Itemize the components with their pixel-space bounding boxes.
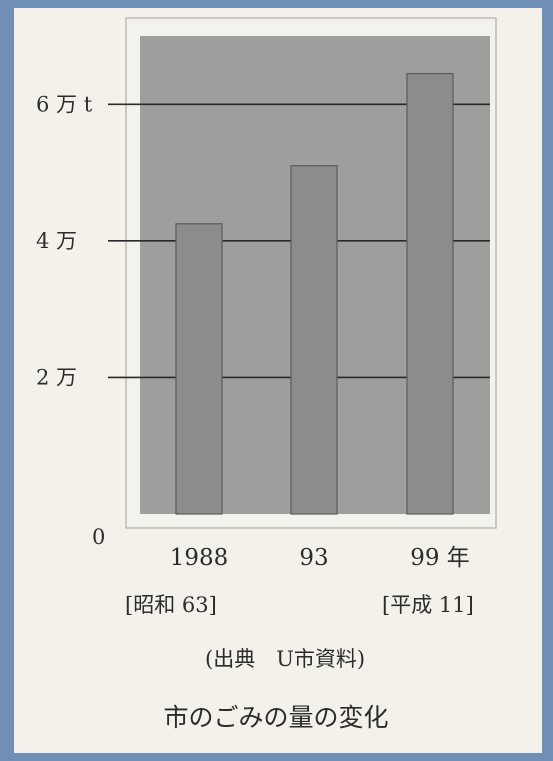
y-tick-label: 2 万 xyxy=(36,365,77,389)
bar xyxy=(290,165,338,515)
y-tick-label: 0 xyxy=(92,525,105,549)
y-tick-label: 6 万 t xyxy=(36,92,93,116)
era-label-showa: [昭和 63] xyxy=(125,593,217,617)
bar xyxy=(406,72,454,515)
x-tick-label: 1988 xyxy=(170,545,229,571)
x-tick-label: 99 年 xyxy=(410,545,470,571)
x-tick-label: 93 xyxy=(299,545,328,571)
chart-title: 市のごみの量の変化 xyxy=(163,703,388,732)
era-label-heisei: [平成 11] xyxy=(382,593,474,617)
bar xyxy=(175,223,223,515)
source-note: (出典 U市資料) xyxy=(205,647,365,671)
y-tick-label: 4 万 xyxy=(36,229,77,253)
